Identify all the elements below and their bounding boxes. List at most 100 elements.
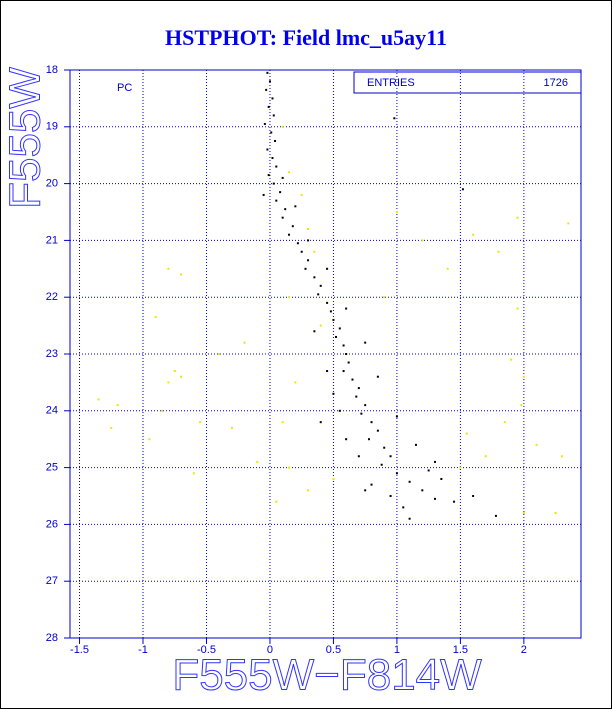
- point: [355, 395, 358, 398]
- point: [326, 301, 329, 304]
- point: [402, 506, 405, 509]
- point: [281, 421, 284, 424]
- point: [345, 438, 348, 441]
- point: [393, 117, 396, 120]
- y-tick-label: 28: [46, 632, 58, 644]
- point: [516, 216, 519, 219]
- point: [421, 239, 424, 242]
- point: [395, 211, 398, 213]
- point: [256, 460, 259, 463]
- point: [560, 455, 563, 458]
- point: [522, 512, 525, 515]
- point: [332, 392, 335, 395]
- point: [434, 497, 436, 500]
- point: [367, 438, 370, 441]
- point: [334, 335, 337, 338]
- point: [319, 284, 322, 287]
- point: [266, 148, 269, 151]
- point: [329, 310, 332, 313]
- point: [279, 191, 282, 194]
- point: [380, 463, 383, 466]
- point: [376, 429, 379, 432]
- point: [395, 472, 398, 475]
- point: [446, 267, 449, 270]
- point: [110, 426, 113, 429]
- point: [554, 512, 557, 515]
- point: [319, 324, 322, 327]
- point: [275, 199, 278, 202]
- point: [351, 378, 354, 381]
- point: [414, 443, 417, 446]
- point: [383, 296, 386, 299]
- point: [167, 381, 170, 384]
- y-tick-label: 21: [46, 234, 58, 246]
- point: [440, 477, 443, 480]
- point: [294, 381, 297, 384]
- point: [167, 267, 170, 270]
- point: [180, 375, 183, 378]
- point: [230, 426, 233, 429]
- point: [267, 105, 270, 108]
- point: [288, 296, 290, 299]
- point: [307, 489, 310, 492]
- point: [503, 421, 506, 424]
- y-tick-label: 19: [46, 121, 58, 133]
- point: [342, 344, 345, 347]
- point: [389, 495, 392, 497]
- stats-label: ENTRIES: [367, 77, 415, 89]
- point: [389, 455, 392, 458]
- point: [338, 409, 341, 412]
- point: [271, 97, 274, 100]
- point: [116, 404, 119, 407]
- point: [465, 432, 468, 435]
- point: [266, 71, 269, 74]
- point: [364, 341, 367, 344]
- x-tick-label: 1.5: [453, 644, 468, 656]
- x-tick-label: 1: [394, 644, 400, 656]
- x-tick-label: 0: [267, 644, 273, 656]
- point: [192, 472, 195, 475]
- point: [268, 80, 271, 83]
- point: [395, 415, 398, 418]
- point: [313, 250, 316, 253]
- point: [332, 477, 335, 480]
- point: [281, 216, 284, 219]
- point: [347, 361, 350, 364]
- point: [357, 387, 360, 390]
- stats-box: [353, 71, 582, 94]
- point: [275, 165, 278, 168]
- point: [364, 404, 367, 407]
- point: [272, 114, 275, 117]
- point: [434, 460, 436, 463]
- point: [370, 483, 373, 486]
- point: [281, 125, 284, 128]
- x-axis-label: F555W−F814W: [172, 651, 482, 700]
- point: [270, 131, 273, 134]
- x-tick-label: -1.5: [70, 644, 89, 656]
- point: [421, 489, 424, 492]
- point: [520, 404, 523, 407]
- chart-title: HSTPHOT: Field lmc_u5ay11: [165, 25, 447, 50]
- point: [357, 455, 360, 458]
- y-tick-label: 26: [46, 518, 58, 530]
- point: [453, 500, 456, 503]
- point: [218, 353, 221, 355]
- point: [326, 370, 329, 373]
- point: [199, 421, 202, 424]
- y-tick-label: 18: [46, 64, 58, 76]
- point: [281, 176, 284, 179]
- point: [567, 222, 570, 225]
- x-tick-label: 2: [521, 644, 527, 656]
- point: [408, 480, 411, 483]
- point: [288, 233, 290, 236]
- point: [535, 443, 538, 446]
- point: [516, 307, 519, 310]
- point: [263, 122, 266, 125]
- point: [271, 157, 274, 160]
- point: [272, 182, 275, 185]
- point: [484, 455, 487, 458]
- point: [307, 259, 310, 262]
- y-tick-label: 24: [46, 405, 58, 417]
